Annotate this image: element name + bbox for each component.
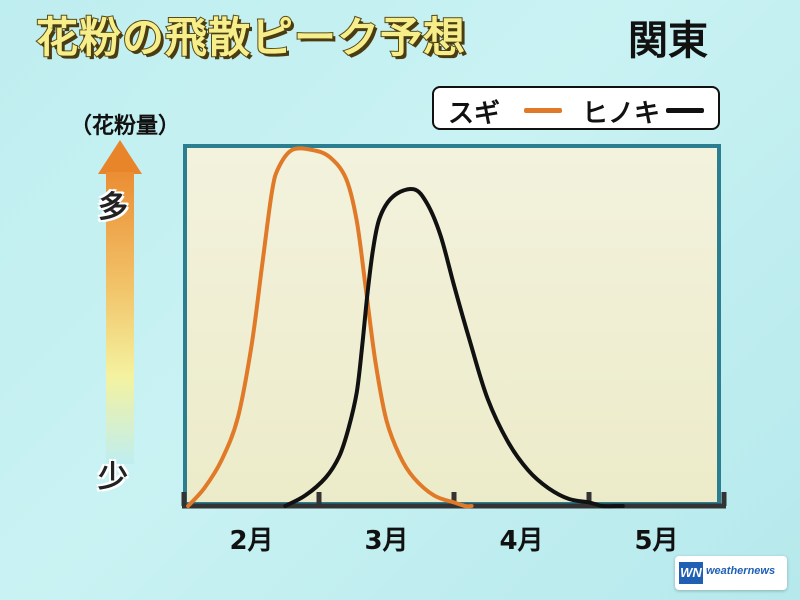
y-axis-unit-label: （花粉量） [70, 114, 181, 139]
region-label: 関東 [628, 18, 708, 64]
legend: スギ ヒノキ [432, 86, 720, 130]
legend-hinoki-label: ヒノキ [582, 99, 661, 129]
level-high-label: 多 [98, 190, 128, 225]
plot-area [183, 144, 721, 506]
level-low-label: 少 [98, 460, 128, 495]
x-tick-label: 4月 [499, 526, 544, 556]
legend-sugi-label: スギ [448, 99, 501, 129]
series-line-hinoki [283, 186, 625, 509]
series-line-sugi [186, 146, 474, 509]
weathernews-logo: WN weathernews [675, 556, 787, 590]
logo-text: weathernews [706, 565, 776, 577]
x-tick-label: 3月 [364, 526, 409, 556]
legend-sugi-line [524, 108, 562, 113]
x-tick-label: 5月 [634, 526, 679, 556]
chart-title: 花粉の飛散ピーク予想 [35, 12, 467, 63]
legend-hinoki-line [666, 108, 704, 113]
arrow-up-icon [98, 140, 142, 174]
wn-logo-icon: WN [679, 562, 703, 584]
x-tick-label: 2月 [229, 526, 274, 556]
pollen-gradient-arrow [106, 172, 134, 464]
